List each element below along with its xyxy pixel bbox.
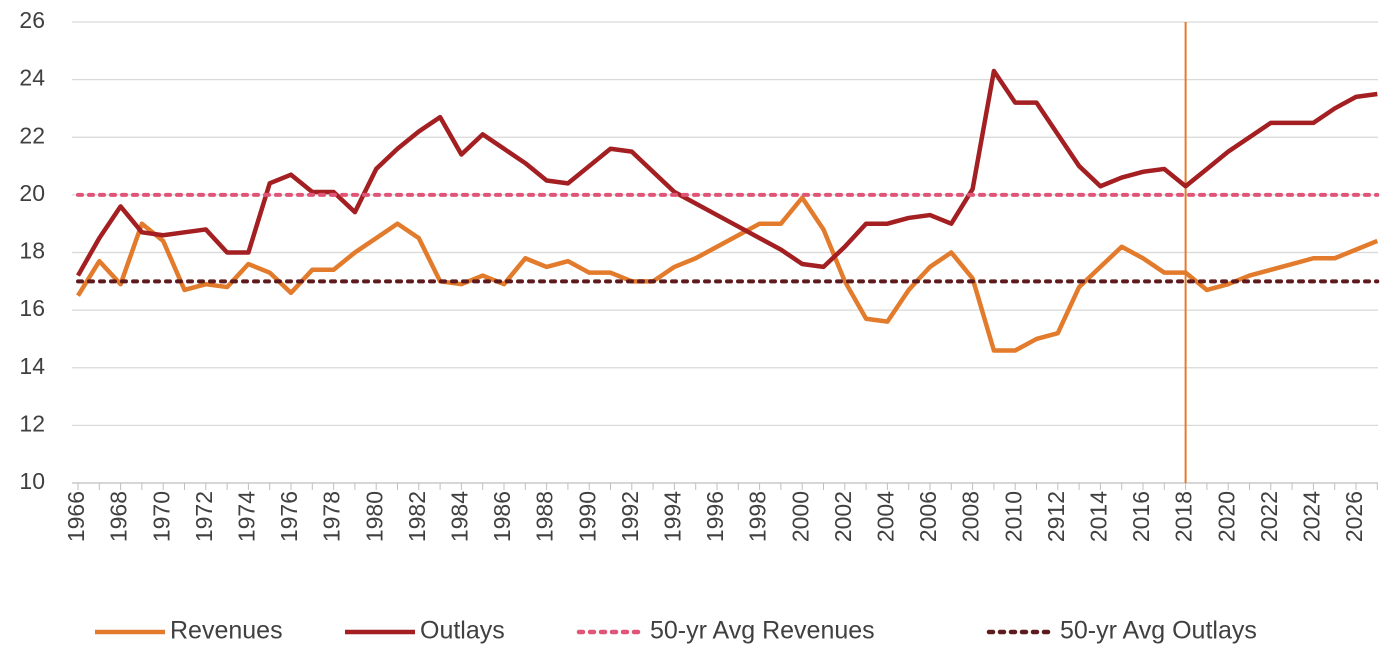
x-tick-label: 1998	[745, 491, 771, 542]
x-tick-label: 2000	[787, 491, 813, 542]
series-line	[76, 195, 1379, 353]
x-tick-label: 2016	[1128, 491, 1154, 542]
y-tick-label: 16	[19, 295, 45, 321]
x-tick-label: 2018	[1171, 491, 1197, 542]
x-tick-label: 2026	[1341, 491, 1367, 542]
legend-label: 50-yr Avg Outlays	[1060, 617, 1257, 645]
y-tick-label: 26	[19, 7, 45, 33]
legend-label: Revenues	[170, 617, 283, 645]
x-tick-label: 2008	[958, 491, 984, 542]
x-tick-label: 1968	[106, 491, 132, 542]
legend-label: 50-yr Avg Revenues	[650, 617, 875, 645]
x-tick-label: 1974	[233, 491, 259, 542]
y-tick-label: 20	[19, 180, 45, 206]
x-tick-label: 1972	[191, 491, 217, 542]
x-tick-label: 2912	[1043, 491, 1069, 542]
x-tick-label: 2002	[830, 491, 856, 542]
x-tick-label: 2014	[1085, 491, 1111, 542]
x-tick-label: 2006	[915, 491, 941, 542]
y-tick-label: 12	[19, 410, 45, 436]
y-tick-label: 22	[19, 122, 45, 148]
x-tick-label: 2020	[1213, 491, 1239, 542]
x-tick-label: 2022	[1256, 491, 1282, 542]
x-tick-label: 1986	[489, 491, 515, 542]
y-tick-label: 24	[19, 65, 45, 91]
series-line	[76, 68, 1378, 277]
x-tick-label: 1984	[446, 491, 472, 542]
x-tick-label: 2004	[872, 491, 898, 542]
x-tick-label: 1990	[574, 491, 600, 542]
x-tick-label: 1980	[361, 491, 387, 542]
x-tick-label: 1970	[148, 491, 174, 542]
x-tick-label: 1994	[659, 491, 685, 542]
x-tick-label: 2010	[1000, 491, 1026, 542]
x-tick-label: 1982	[404, 491, 430, 542]
x-tick-label: 1978	[319, 491, 345, 542]
y-tick-label: 14	[19, 353, 45, 379]
y-tick-label: 10	[19, 468, 45, 494]
x-tick-label: 1996	[702, 491, 728, 542]
y-tick-label: 18	[19, 238, 45, 264]
x-tick-label: 2024	[1298, 491, 1324, 542]
x-tick-label: 1976	[276, 491, 302, 542]
legend-label: Outlays	[420, 617, 505, 645]
x-tick-label: 1966	[63, 491, 89, 542]
x-tick-label: 1992	[617, 491, 643, 542]
x-tick-label: 1988	[532, 491, 558, 542]
